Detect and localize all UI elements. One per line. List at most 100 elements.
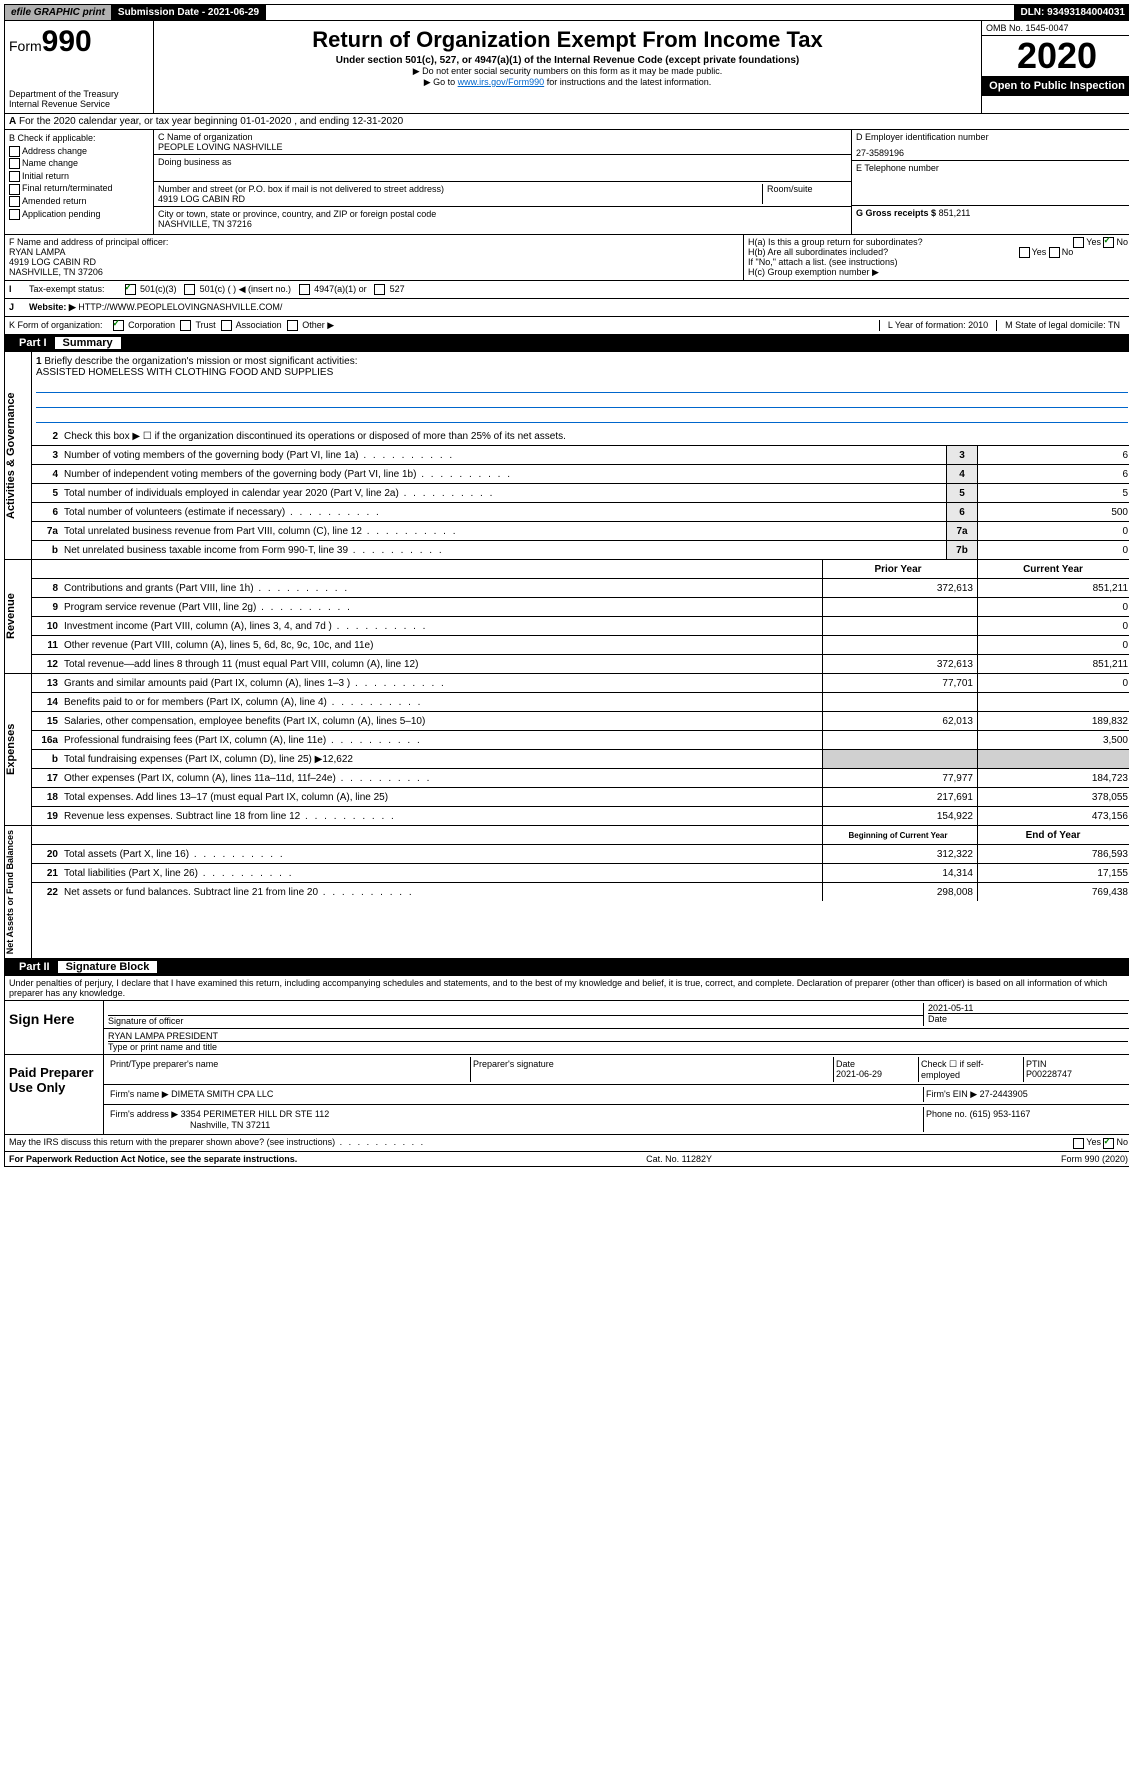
r11p — [822, 636, 977, 654]
opt-initial: Initial return — [22, 171, 69, 181]
website-label: Website: ▶ — [29, 302, 76, 313]
cb-501c[interactable] — [184, 284, 195, 295]
efile-button[interactable]: efile GRAPHIC print — [5, 5, 112, 20]
checkbox-name-change[interactable] — [9, 158, 20, 169]
printed-name-label: Type or print name and title — [108, 1041, 1128, 1052]
prep-sig-h: Preparer's signature — [471, 1057, 834, 1082]
opt-address-change: Address change — [22, 146, 87, 156]
r9c: 0 — [977, 598, 1129, 616]
current-year-h: Current Year — [977, 560, 1129, 578]
e18c: 378,055 — [977, 788, 1129, 806]
note-ssn: ▶ Do not enter social security numbers o… — [158, 66, 977, 77]
e16ac: 3,500 — [977, 731, 1129, 749]
end-year-h: End of Year — [977, 826, 1129, 844]
n20d: Total assets (Part X, line 16) — [64, 847, 822, 862]
begin-year-h: Beginning of Current Year — [822, 826, 977, 844]
row-i-tax-status: I Tax-exempt status: 501(c)(3) 501(c) ( … — [4, 281, 1129, 299]
discuss-no[interactable] — [1103, 1138, 1114, 1149]
cb-other[interactable] — [287, 320, 298, 331]
cb-corp[interactable] — [113, 320, 124, 331]
e19p: 154,922 — [822, 807, 977, 825]
checkbox-amended[interactable] — [9, 196, 20, 207]
l4b: 4 — [946, 465, 977, 483]
gross-receipts-label: G Gross receipts $ — [856, 208, 936, 218]
r10p — [822, 617, 977, 635]
e16bn: b — [32, 754, 64, 765]
open-public-badge: Open to Public Inspection — [982, 76, 1129, 96]
instructions-link[interactable]: www.irs.gov/Form990 — [458, 77, 545, 87]
summary-governance: Activities & Governance 1 Briefly descri… — [4, 352, 1129, 560]
c-name-label: C Name of organization — [158, 132, 847, 142]
checkbox-pending[interactable] — [9, 209, 20, 220]
prep-date-h: Date — [836, 1059, 916, 1069]
r10c: 0 — [977, 617, 1129, 635]
e15n: 15 — [32, 716, 64, 727]
cb-assoc[interactable] — [221, 320, 232, 331]
r11c: 0 — [977, 636, 1129, 654]
opt-pending: Application pending — [22, 209, 101, 219]
r12n: 12 — [32, 659, 64, 670]
gross-receipts-value: 851,211 — [939, 208, 971, 218]
opt-name-change: Name change — [22, 158, 78, 168]
k-label: K Form of organization: — [9, 320, 103, 331]
l7ad: Total unrelated business revenue from Pa… — [64, 524, 946, 539]
paperwork-notice: For Paperwork Reduction Act Notice, see … — [9, 1154, 297, 1164]
summary-expenses: Expenses 13Grants and similar amounts pa… — [4, 674, 1129, 826]
l3v: 6 — [977, 446, 1129, 464]
sign-date-label: Date — [928, 1013, 1128, 1024]
side-governance: Activities & Governance — [5, 352, 32, 559]
cb-4947[interactable] — [299, 284, 310, 295]
l4n: 4 — [32, 469, 64, 480]
ha-no[interactable] — [1103, 237, 1114, 248]
e19n: 19 — [32, 811, 64, 822]
e13p: 77,701 — [822, 674, 977, 692]
opt-527: 527 — [390, 284, 405, 294]
n20p: 312,322 — [822, 845, 977, 863]
l4v: 6 — [977, 465, 1129, 483]
form-prefix: Form — [9, 38, 42, 54]
submission-date: Submission Date - 2021-06-29 — [112, 5, 266, 20]
e18p: 217,691 — [822, 788, 977, 806]
footer: For Paperwork Reduction Act Notice, see … — [4, 1152, 1129, 1167]
opt-501c3: 501(c)(3) — [140, 284, 177, 294]
e14d: Benefits paid to or for members (Part IX… — [64, 695, 822, 710]
cb-501c3[interactable] — [125, 284, 136, 295]
hc-label: H(c) Group exemption number ▶ — [748, 267, 1128, 278]
line2: Check this box ▶ ☐ if the organization d… — [64, 429, 1129, 444]
hb-yes[interactable] — [1019, 247, 1030, 258]
hb-no[interactable] — [1049, 247, 1060, 258]
officer-city: NASHVILLE, TN 37206 — [9, 267, 739, 277]
n21p: 14,314 — [822, 864, 977, 882]
sign-here-section: Sign Here Signature of officer 2021-05-1… — [4, 1001, 1129, 1055]
cb-527[interactable] — [374, 284, 385, 295]
firm-name: DIMETA SMITH CPA LLC — [171, 1089, 273, 1099]
r10n: 10 — [32, 621, 64, 632]
ha-yes[interactable] — [1073, 237, 1084, 248]
discuss-text: May the IRS discuss this return with the… — [9, 1137, 425, 1148]
r11n: 11 — [32, 640, 64, 651]
checkbox-final[interactable] — [9, 184, 20, 195]
checkbox-initial[interactable] — [9, 171, 20, 182]
n21n: 21 — [32, 868, 64, 879]
r9n: 9 — [32, 602, 64, 613]
dln: DLN: 93493184004031 — [1014, 5, 1129, 20]
side-expenses: Expenses — [5, 674, 32, 825]
discuss-yes[interactable] — [1073, 1138, 1084, 1149]
e16ap — [822, 731, 977, 749]
opt-other: Other ▶ — [302, 320, 334, 330]
e15d: Salaries, other compensation, employee b… — [64, 714, 822, 729]
officer-addr: 4919 LOG CABIN RD — [9, 257, 739, 267]
l7bv: 0 — [977, 541, 1129, 559]
firm-addr-label: Firm's address ▶ — [110, 1109, 178, 1119]
paid-preparer-label: Paid Preparer Use Only — [5, 1055, 104, 1134]
e16bd: Total fundraising expenses (Part IX, col… — [64, 752, 822, 767]
e16ad: Professional fundraising fees (Part IX, … — [64, 733, 822, 748]
checkbox-address-change[interactable] — [9, 146, 20, 157]
cb-trust[interactable] — [180, 320, 191, 331]
r8c: 851,211 — [977, 579, 1129, 597]
summary-revenue: Revenue Prior YearCurrent Year 8Contribu… — [4, 560, 1129, 674]
sign-date: 2021-05-11 — [928, 1003, 1128, 1013]
n22d: Net assets or fund balances. Subtract li… — [64, 885, 822, 900]
form-subtitle: Under section 501(c), 527, or 4947(a)(1)… — [158, 55, 977, 66]
row-j-website: J Website: ▶ HTTP://WWW.PEOPLELOVINGNASH… — [4, 299, 1129, 317]
